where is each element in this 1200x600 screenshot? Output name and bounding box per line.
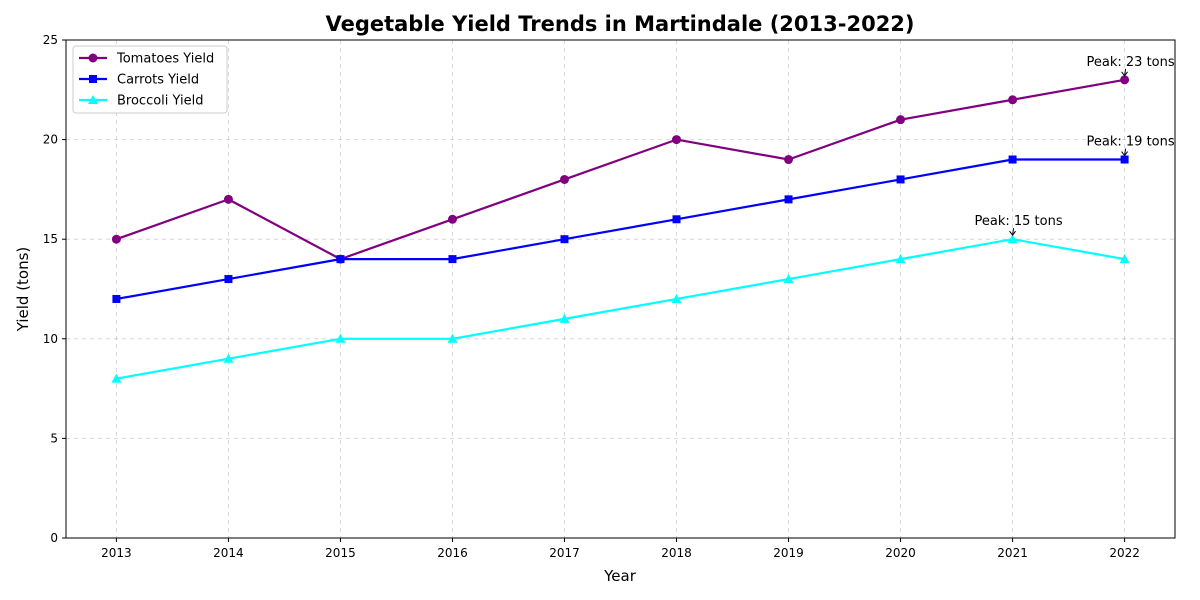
data-point [671,293,682,303]
series-carrots-yield [112,155,1129,303]
data-point [560,235,569,244]
annotation-arrow [1124,148,1127,156]
data-point [672,215,681,224]
x-tick-label: 2019 [773,546,804,560]
x-tick-label: 2015 [325,546,356,560]
data-point [784,195,793,204]
peak-annotation: Peak: 19 tons [1087,135,1175,157]
data-point [448,255,457,264]
data-point [1008,155,1017,164]
chart-title: Vegetable Yield Trends in Martindale (20… [325,12,914,36]
y-axis-label: Yield (tons) [14,247,32,333]
x-tick-label: 2014 [213,546,244,560]
data-point [224,275,233,284]
data-point [111,234,121,244]
series-group [111,75,1130,383]
data-point [223,353,234,363]
data-point [783,274,794,284]
annotation-text: Peak: 19 tons [1087,135,1175,150]
y-tick-label: 15 [43,232,58,246]
data-point [1119,254,1130,264]
x-tick-label: 2016 [437,546,468,560]
x-tick-label: 2020 [885,546,916,560]
series-line-broccoli-yield [116,238,1125,380]
data-point [1008,95,1018,105]
x-tick-label: 2021 [997,546,1028,560]
series-tomatoes-yield [111,75,1130,264]
data-point [896,115,906,125]
annotation-arrowhead [1121,151,1128,157]
data-point [672,135,682,145]
series-broccoli-yield [111,234,1130,383]
data-point [447,333,458,343]
plot-area [65,39,1176,539]
annotation-arrowhead [1121,71,1128,77]
legend-label: Carrots Yield [117,73,199,88]
annotation-arrowhead [1009,230,1016,237]
legend-frame [72,45,228,114]
data-point [559,313,570,323]
peak-annotation: Peak: 23 tons [1087,55,1175,77]
data-point [223,194,233,204]
grid [66,39,1175,539]
data-point [335,333,346,343]
legend-label: Tomatoes Yield [116,52,214,67]
x-axis: 2013 2014 2015 2016 2017 2018 2019 2020 2021 2022 [101,538,1140,560]
legend-entry: Carrots Yield [79,73,199,88]
data-point [1120,155,1129,164]
legend-entry: Broccoli Yield [79,94,204,109]
annotation-text: Peak: 23 tons [1087,55,1175,70]
annotations: Peak: 23 tons Peak: 19 tons Peak: 15 tons [975,55,1175,237]
x-tick-label: 2013 [101,546,132,560]
data-point [1007,234,1018,244]
data-point [111,373,122,383]
legend-entry: Tomatoes Yield [79,52,214,67]
data-point [784,155,794,165]
x-tick-label: 2018 [661,546,692,560]
data-point [895,254,906,264]
data-point [112,294,121,303]
y-tick-label: 10 [43,332,58,346]
series-line-tomatoes-yield [116,78,1125,261]
series-line-carrots-yield [116,158,1125,301]
annotation-arrow [1124,68,1127,76]
y-tick-label: 25 [43,33,58,47]
data-point [336,255,345,264]
legend-label: Broccoli Yield [117,94,204,109]
x-tick-label: 2017 [549,546,580,560]
y-axis: 0 5 10 15 20 25 [43,33,66,545]
data-point [559,174,569,184]
legend: Tomatoes Yield Carrots Yield Broccoli Yiel… [72,45,228,114]
y-tick-label: 0 [50,531,58,545]
legend-marker [89,75,97,83]
annotation-arrow [1012,228,1015,236]
y-tick-label: 5 [50,431,58,445]
x-tick-label: 2022 [1109,546,1140,560]
x-axis-label: Year [603,567,637,585]
peak-annotation: Peak: 15 tons [975,214,1063,237]
data-point [447,214,457,224]
data-point [1120,75,1130,85]
data-point [896,175,905,184]
legend-marker [88,95,98,104]
y-tick-label: 20 [43,133,58,147]
annotation-text: Peak: 15 tons [975,214,1063,229]
legend-marker [88,53,98,63]
